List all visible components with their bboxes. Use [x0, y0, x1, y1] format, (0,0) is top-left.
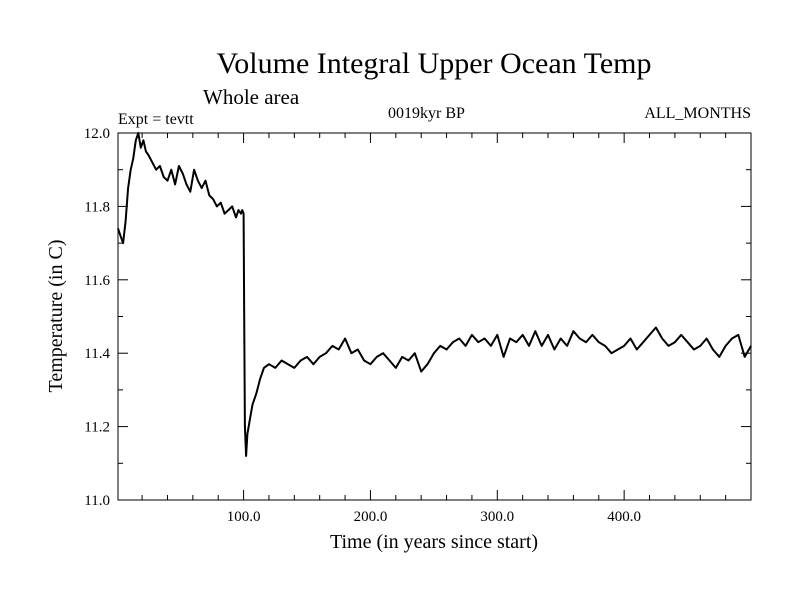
x-tick-label: 100.0 [227, 509, 261, 525]
y-tick-label: 11.2 [84, 420, 110, 436]
x-axis-ticks: 100.0 200.0 300.0 400.0 [141, 133, 727, 525]
y-tick-label: 11.8 [84, 199, 110, 215]
y-tick-label: 11.4 [84, 346, 110, 362]
chart-title: Volume Integral Upper Ocean Temp [217, 47, 652, 80]
temperature-series-line [117, 132, 752, 457]
plot-frame [117, 132, 752, 501]
y-tick-label: 12.0 [84, 126, 110, 142]
chart-subtitle: Whole area [203, 85, 300, 109]
y-axis-label: Temperature (in C) [45, 240, 67, 393]
months-label: ALL_MONTHS [644, 105, 751, 122]
x-axis-label: Time (in years since start) [330, 531, 538, 553]
x-tick-label: 200.0 [354, 509, 388, 525]
y-tick-label: 11.0 [84, 493, 110, 509]
period-label: 0019kyr BP [388, 105, 465, 122]
x-tick-label: 300.0 [480, 509, 514, 525]
experiment-label: Expt = tevtt [118, 111, 194, 128]
y-axis-ticks: 11.0 11.2 11.4 11.6 11.8 12.0 [84, 126, 751, 509]
y-tick-label: 11.6 [84, 273, 110, 289]
x-tick-label: 400.0 [607, 509, 641, 525]
